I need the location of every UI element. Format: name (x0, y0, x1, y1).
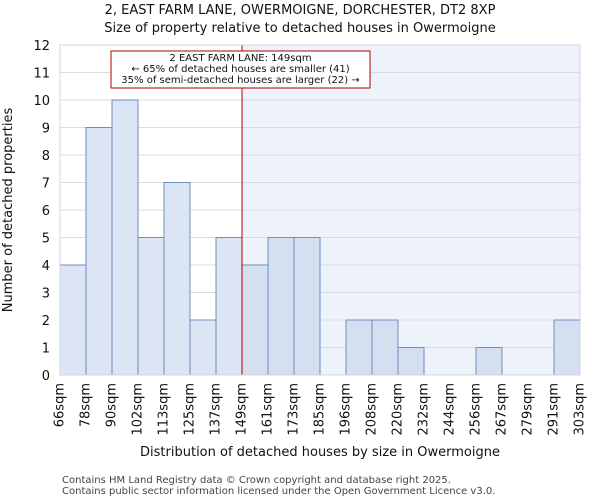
x-axis-ticks: 66sqm 78sqm 90sqm 102sqm 113sqm 125sqm 137sqm 1… (53, 383, 588, 436)
annotation-line-3: 35% of semi-detached houses are larger (… (121, 75, 359, 86)
y-tick-label: 0 (42, 369, 50, 384)
x-tick-label: 173sqm (287, 383, 302, 436)
x-tick-label: 137sqm (209, 383, 224, 436)
bar (111, 99, 139, 376)
chart-subtitle: Size of property relative to detached ho… (104, 21, 496, 36)
y-tick-label: 7 (42, 177, 50, 192)
bar (85, 127, 113, 376)
bar (59, 264, 87, 376)
x-tick-label: 66sqm (53, 383, 68, 427)
y-tick-label: 1 (42, 342, 50, 357)
x-tick-label: 232sqm (417, 383, 432, 436)
x-tick-label: 149sqm (235, 383, 250, 436)
y-tick-label: 10 (33, 94, 50, 109)
y-tick-label: 9 (42, 122, 50, 137)
y-tick-label: 11 (33, 67, 50, 82)
bar (293, 237, 321, 376)
x-tick-label: 256sqm (469, 383, 484, 436)
bar (215, 237, 243, 376)
x-tick-label: 78sqm (79, 383, 94, 427)
x-tick-label: 279sqm (521, 383, 536, 436)
annotation-line-1: 2 EAST FARM LANE: 149sqm (169, 53, 311, 64)
footer-licence: Contains public sector information licen… (62, 486, 495, 497)
x-tick-label: 102sqm (131, 383, 146, 436)
x-tick-label: 185sqm (313, 383, 328, 436)
y-axis-title: Number of detached properties (1, 108, 16, 313)
bar (241, 264, 269, 376)
bar (137, 237, 165, 376)
y-tick-label: 8 (42, 149, 50, 164)
chart-title: 2, EAST FARM LANE, OWERMOIGNE, DORCHESTE… (105, 3, 496, 18)
bar (553, 319, 581, 376)
x-tick-label: 196sqm (339, 383, 354, 436)
x-tick-label: 161sqm (261, 383, 276, 436)
bar (163, 182, 191, 376)
x-tick-label: 125sqm (183, 383, 198, 436)
x-tick-label: 208sqm (365, 383, 380, 436)
x-tick-label: 291sqm (547, 383, 562, 436)
x-tick-label: 113sqm (157, 383, 172, 436)
bar (267, 237, 295, 376)
bar (189, 319, 217, 376)
y-tick-label: 12 (33, 39, 50, 54)
plot-frame (59, 44, 581, 376)
x-tick-label: 267sqm (495, 383, 510, 436)
bars (59, 99, 581, 376)
y-tick-label: 2 (42, 314, 50, 329)
x-tick-label: 244sqm (443, 383, 458, 436)
footer-copyright: Contains HM Land Registry data © Crown c… (62, 475, 451, 486)
bar (475, 347, 503, 376)
x-tick-label: 220sqm (391, 383, 406, 436)
y-tick-label: 5 (42, 232, 50, 247)
annotation-line-2: ← 65% of detached houses are smaller (41… (131, 64, 349, 75)
annotation-border (110, 50, 371, 89)
x-axis-title: Distribution of detached houses by size … (140, 445, 500, 460)
x-tick-label: 90sqm (105, 383, 120, 427)
x-tick-label: 303sqm (573, 383, 588, 436)
bar (345, 319, 373, 376)
y-tick-label: 4 (42, 259, 50, 274)
y-tick-label: 6 (42, 204, 50, 219)
bar (371, 319, 399, 376)
annotation-box: 2 EAST FARM LANE: 149sqm ← 65% of detach… (110, 50, 371, 89)
y-tick-label: 3 (42, 287, 50, 302)
bar (397, 347, 425, 376)
